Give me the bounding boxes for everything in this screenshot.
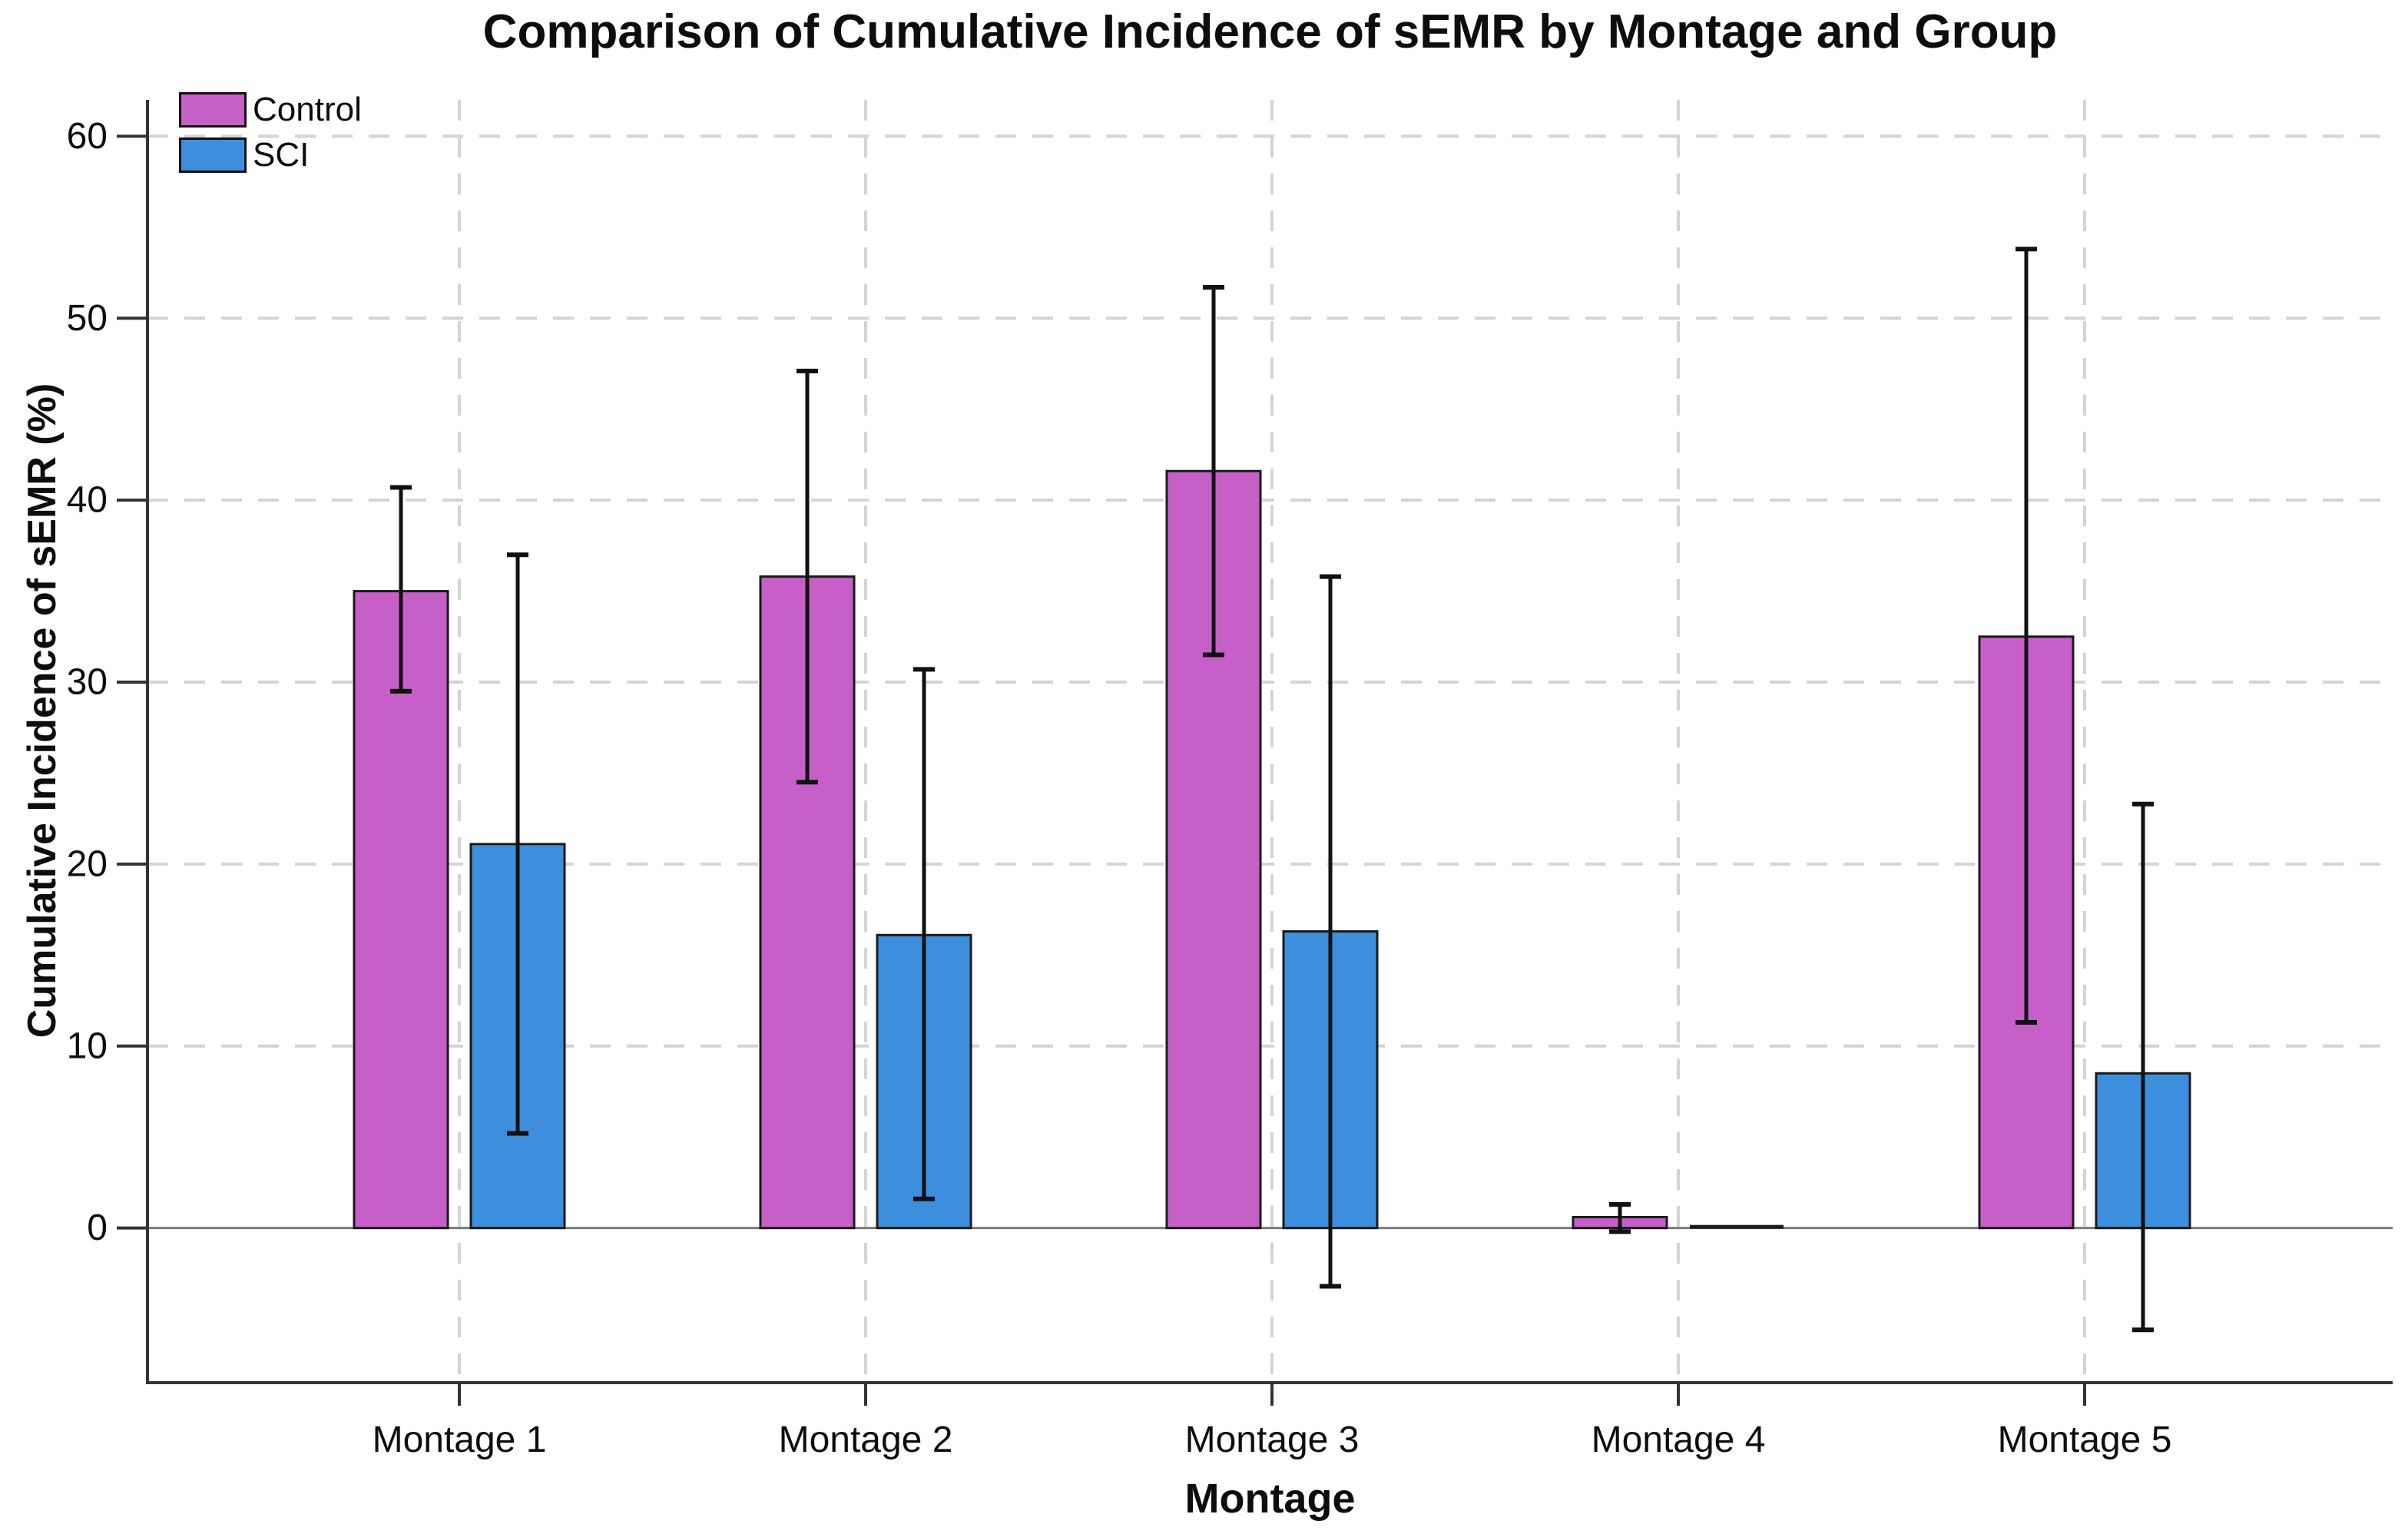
x-tick-label: Montage 2 <box>779 1420 953 1460</box>
y-tick-label: 20 <box>67 843 108 884</box>
legend-row-control: Control <box>179 91 362 129</box>
legend: Control SCI <box>179 91 362 174</box>
y-tick-label: 40 <box>67 480 108 521</box>
legend-swatch-sci <box>179 137 247 173</box>
y-tick-label: 0 <box>87 1208 108 1248</box>
y-tick-label: 30 <box>67 662 108 703</box>
x-tick-label: Montage 4 <box>1592 1420 1766 1460</box>
bar-sci-zero <box>1690 1224 1784 1229</box>
chart-title: Comparison of Cumulative Incidence of sE… <box>482 5 2058 58</box>
y-tick-label: 60 <box>67 116 108 157</box>
legend-row-sci: SCI <box>179 136 362 174</box>
x-tick-label: Montage 3 <box>1185 1420 1360 1460</box>
x-tick-label: Montage 1 <box>373 1420 547 1460</box>
x-axis-label: Montage <box>1184 1476 1356 1522</box>
legend-label-sci: SCI <box>253 136 310 174</box>
y-tick-label: 10 <box>67 1025 108 1066</box>
y-tick-label: 50 <box>67 298 108 339</box>
legend-label-control: Control <box>253 91 362 128</box>
x-tick-label: Montage 5 <box>1998 1420 2172 1460</box>
legend-swatch-control <box>179 92 247 128</box>
